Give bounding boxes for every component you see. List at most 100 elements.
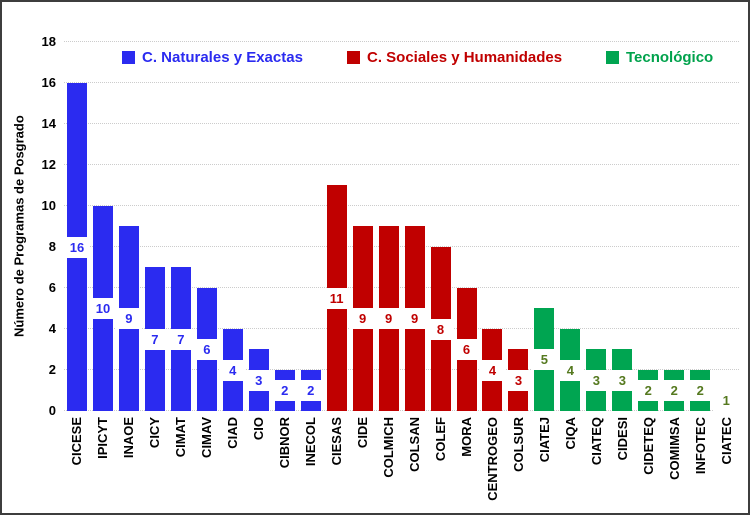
bar-column-ciad: 4 xyxy=(219,42,246,411)
bar-column-ciateq: 3 xyxy=(583,42,610,411)
bar-value-label: 9 xyxy=(375,308,402,330)
x-label-cell: CIMAT xyxy=(168,417,194,511)
x-axis-label-colmich: COLMICH xyxy=(381,417,397,478)
y-tick-label: 18 xyxy=(41,34,56,49)
x-axis-label-ciatec: CIATEC xyxy=(718,417,734,465)
x-label-cell: CIATEC xyxy=(713,417,739,511)
x-axis-label-colef: COLEF xyxy=(433,417,449,462)
bar-value-label: 11 xyxy=(323,287,350,309)
x-label-cell: CIO xyxy=(246,417,272,511)
bars-container: 16 10 9 7 7 6 4 3 2 2 11 9 9 9 8 6 4 3 5 4 3 3 2 2 2 1 xyxy=(63,42,740,412)
y-tick-label: 8 xyxy=(48,239,56,254)
bar-column-colsur: 3 xyxy=(505,42,532,411)
bar-value-label: 2 xyxy=(297,380,324,401)
x-label-cell: COLEF xyxy=(428,417,454,511)
bar-value-label: 3 xyxy=(505,369,532,391)
bar-value-label: 9 xyxy=(115,308,142,330)
gridline xyxy=(64,410,739,411)
x-axis-label-colsur: COLSUR xyxy=(510,417,526,472)
bar-column-mora: 6 xyxy=(453,42,480,411)
x-label-cell: INAOE xyxy=(116,417,142,511)
y-tick-label: 10 xyxy=(41,198,56,213)
x-label-cell: COMIMSA xyxy=(661,417,687,511)
bar-column-cio: 3 xyxy=(245,42,272,411)
bar-column-ipicyt: 10 xyxy=(89,42,116,411)
x-label-cell: CIESAS xyxy=(324,417,350,511)
x-axis-label-inaoe: INAOE xyxy=(121,417,137,459)
gridline xyxy=(64,205,739,206)
legend-label-tecnologico: Tecnológico xyxy=(626,49,714,66)
x-axis-label-cidesi: CIDESI xyxy=(614,417,630,461)
bar-column-cimav: 6 xyxy=(193,42,220,411)
bar-value-label: 2 xyxy=(661,380,688,401)
x-axis-label-cicese: CICESE xyxy=(69,417,85,466)
bar-column-centrogeo: 4 xyxy=(479,42,506,411)
bar-column-comimsa: 2 xyxy=(661,42,688,411)
y-axis-title: Número de Programas de Posgrado xyxy=(11,115,27,338)
bar-column-ciatec: 1 xyxy=(713,42,740,412)
x-axis-label-ciesas: CIESAS xyxy=(329,417,345,466)
x-axis-label-cibnor: CIBNOR xyxy=(277,417,293,469)
bar-column-ciatej: 5 xyxy=(531,42,558,411)
x-axis-label-ipicyt: IPICYT xyxy=(95,417,111,459)
bar-value-label: 2 xyxy=(635,380,662,401)
x-label-cell: INFOTEC xyxy=(687,417,713,511)
bar-value-label: 4 xyxy=(479,359,506,381)
gridline xyxy=(64,369,739,370)
bar-value-label: 16 xyxy=(63,236,90,258)
bar-column-inecol: 2 xyxy=(297,42,324,411)
x-label-cell: MORA xyxy=(454,417,480,511)
legend-swatch-tecnologico-icon xyxy=(606,51,619,64)
legend-swatch-naturales-icon xyxy=(122,51,135,64)
x-axis-label-infotec: INFOTEC xyxy=(692,417,708,475)
gridline xyxy=(64,287,739,288)
x-label-cell: COLSUR xyxy=(505,417,531,511)
x-label-cell: CIDE xyxy=(350,417,376,511)
y-tick-label: 16 xyxy=(41,75,56,90)
legend-item-tecnologico: Tecnológico xyxy=(606,49,713,66)
bar-value-label: 1 xyxy=(713,390,740,412)
bar-value-label: 3 xyxy=(583,369,610,391)
bar-value-label: 9 xyxy=(401,308,428,330)
x-label-cell: INECOL xyxy=(298,417,324,511)
x-axis-label-ciatej: CIATEJ xyxy=(536,417,552,463)
y-tick-label: 0 xyxy=(48,403,56,418)
bar-value-label: 4 xyxy=(219,359,246,381)
bar-value-label: 2 xyxy=(687,380,714,401)
x-axis-label-ciad: CIAD xyxy=(225,417,241,449)
x-label-cell: CIMAV xyxy=(194,417,220,511)
x-axis-label-mora: MORA xyxy=(459,417,475,457)
x-label-cell: CIAD xyxy=(220,417,246,511)
y-tick-label: 4 xyxy=(48,321,56,336)
x-label-cell: CIDETEQ xyxy=(635,417,661,511)
x-label-cell: CICY xyxy=(142,417,168,511)
x-label-cell: COLMICH xyxy=(376,417,402,511)
legend-label-naturales: C. Naturales y Exactas xyxy=(142,49,303,66)
bar-column-ciqa: 4 xyxy=(557,42,584,411)
y-tick-label: 12 xyxy=(41,157,56,172)
bar-value-label: 3 xyxy=(245,369,272,391)
y-tick-label: 6 xyxy=(48,280,56,295)
x-axis-label-comimsa: COMIMSA xyxy=(666,417,682,480)
x-label-cell: CIQA xyxy=(557,417,583,511)
legend-label-sociales: C. Sociales y Humanidades xyxy=(367,49,563,66)
bar-value-label: 3 xyxy=(609,369,636,391)
bar-column-cidesi: 3 xyxy=(609,42,636,411)
bar-column-inaoe: 9 xyxy=(115,42,142,411)
bar-column-cide: 9 xyxy=(349,42,376,411)
bar-value-label: 6 xyxy=(453,339,480,360)
y-tick-label: 2 xyxy=(48,362,56,377)
bar-value-label: 4 xyxy=(557,359,584,381)
x-axis-label-ciqa: CIQA xyxy=(562,417,578,450)
bar-value-label: 10 xyxy=(89,298,116,319)
x-axis-label-cideteq: CIDETEQ xyxy=(640,417,656,475)
x-axis-label-cio: CIO xyxy=(251,417,267,441)
bar-value-label: 7 xyxy=(167,328,194,350)
x-label-cell: CICESE xyxy=(64,417,90,511)
x-label-cell: CIDESI xyxy=(609,417,635,511)
y-tick-label: 14 xyxy=(41,116,56,131)
bar-column-cibnor: 2 xyxy=(271,42,298,411)
bar-value-label: 7 xyxy=(141,328,168,350)
bar-column-cicy: 7 xyxy=(141,42,168,411)
gridline xyxy=(64,41,739,42)
